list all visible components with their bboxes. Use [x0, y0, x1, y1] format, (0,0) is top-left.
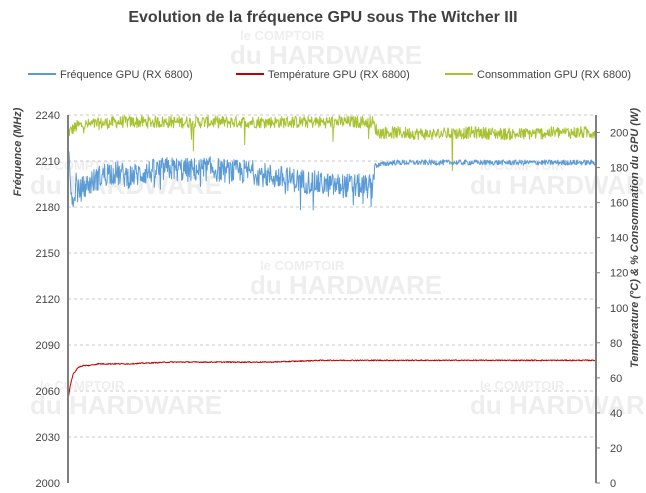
watermark-line-1: le COMPTOIR [240, 28, 325, 43]
watermark-line-1: le COMPTOIR [40, 158, 125, 173]
left-y-axis-ticks: 2000 2030 2060 2090 2120 2150 2180 2210 2240 [36, 110, 60, 490]
watermark-line-2: du HARDWARE [30, 170, 222, 200]
legend-item: Fréquence GPU (RX 6800) [28, 69, 193, 81]
legend-label: Consommation GPU (RX 6800) [477, 69, 631, 81]
left-tick-label: 2000 [36, 478, 60, 490]
right-tick-label: 60 [610, 373, 622, 385]
right-tick-label: 20 [610, 443, 622, 455]
legend-label: Température GPU (RX 6800) [268, 69, 410, 81]
left-tick-label: 2180 [36, 202, 60, 214]
watermark-line-2: du HARDWARE [230, 40, 422, 70]
legend-item: Consommation GPU (RX 6800) [445, 69, 631, 81]
left-tick-label: 2210 [36, 156, 60, 168]
left-tick-label: 2060 [36, 386, 60, 398]
watermark-line-1: le COMPTOIR [480, 378, 565, 393]
watermark-line-2: du HARDWARE [250, 270, 442, 300]
right-tick-label: 0 [610, 478, 616, 490]
watermark-line-2: du HARDWARE [30, 390, 222, 420]
legend-label: Fréquence GPU (RX 6800) [60, 69, 193, 81]
axes [67, 115, 597, 483]
watermark-line-1: le COMPTOIR [40, 378, 125, 393]
left-axis-title: Fréquence (MHz) [12, 107, 24, 196]
gridlines [68, 114, 596, 438]
right-axis-title: Température (°C) & % Consommation du GPU… [629, 108, 641, 368]
watermark-line-1: le COMPTOIR [260, 258, 345, 273]
right-tick-label: 140 [610, 233, 628, 245]
legend-item: Température GPU (RX 6800) [236, 69, 410, 81]
right-tick-label: 180 [610, 163, 628, 175]
right-tick-label: 160 [610, 198, 628, 210]
right-tick-label: 120 [610, 268, 628, 280]
right-tick-label: 100 [610, 303, 628, 315]
right-y-axis-ticks: 0 20 40 60 80 100 120 140 160 180 200 [596, 128, 628, 490]
right-tick-label: 200 [610, 128, 628, 140]
right-tick-label: 80 [610, 338, 622, 350]
chart-title: Evolution de la fréquence GPU sous The W… [128, 9, 517, 26]
watermark-line-2: du HARDWARE [470, 170, 646, 200]
series-line [67, 359, 597, 401]
left-tick-label: 2240 [36, 110, 60, 122]
watermark-line-2: du HARDWARE [470, 390, 646, 420]
left-tick-label: 2120 [36, 294, 60, 306]
legend: Fréquence GPU (RX 6800) Température GPU (… [28, 69, 631, 81]
left-tick-label: 2150 [36, 248, 60, 260]
series-layer [67, 115, 597, 401]
series-line [67, 115, 597, 172]
series-line [67, 151, 597, 211]
left-tick-label: 2090 [36, 340, 60, 352]
left-tick-label: 2030 [36, 432, 60, 444]
right-tick-label: 40 [610, 408, 622, 420]
